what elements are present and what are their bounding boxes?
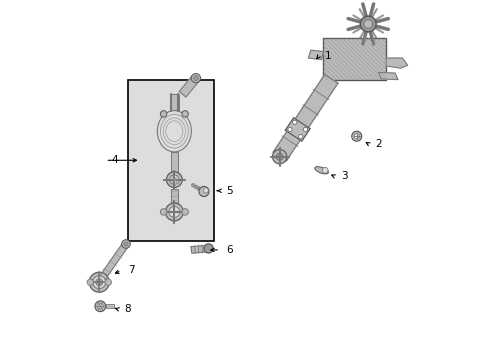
Circle shape (351, 131, 361, 141)
Circle shape (303, 127, 307, 132)
Text: 4: 4 (112, 155, 118, 165)
Circle shape (360, 16, 375, 32)
Circle shape (105, 279, 111, 285)
Circle shape (87, 279, 93, 285)
Circle shape (193, 76, 198, 81)
Circle shape (287, 127, 291, 132)
Circle shape (89, 272, 109, 292)
Polygon shape (285, 118, 309, 141)
Circle shape (276, 153, 283, 160)
Bar (323, 39, 386, 80)
Text: 1: 1 (325, 51, 331, 61)
Ellipse shape (160, 114, 188, 148)
Circle shape (165, 203, 183, 221)
Polygon shape (97, 242, 128, 284)
Circle shape (292, 120, 296, 125)
Circle shape (322, 167, 327, 173)
Circle shape (191, 73, 200, 83)
Circle shape (123, 242, 128, 246)
Text: 5: 5 (226, 186, 233, 196)
Polygon shape (272, 75, 337, 161)
Circle shape (194, 185, 197, 189)
Circle shape (182, 111, 188, 117)
Text: 8: 8 (124, 304, 131, 314)
Circle shape (203, 188, 208, 193)
Circle shape (169, 207, 180, 217)
Text: 7: 7 (128, 265, 134, 275)
Polygon shape (378, 72, 397, 80)
Circle shape (97, 303, 103, 309)
Circle shape (272, 149, 286, 164)
Circle shape (166, 172, 182, 188)
Polygon shape (386, 58, 407, 68)
Circle shape (169, 175, 179, 184)
Circle shape (95, 301, 105, 312)
Circle shape (196, 186, 200, 190)
Circle shape (122, 240, 130, 248)
Circle shape (96, 279, 102, 286)
Circle shape (298, 134, 302, 139)
Text: 3: 3 (341, 171, 347, 181)
Bar (170, 152, 178, 173)
Circle shape (203, 244, 213, 253)
Circle shape (363, 20, 372, 28)
Circle shape (160, 209, 166, 215)
Ellipse shape (157, 111, 191, 152)
Bar (170, 189, 178, 206)
Circle shape (191, 183, 195, 187)
Circle shape (199, 188, 203, 192)
Bar (128, 80, 214, 241)
Text: 6: 6 (226, 245, 233, 255)
Bar (105, 305, 113, 308)
Ellipse shape (314, 167, 328, 174)
Polygon shape (308, 50, 323, 59)
Bar (170, 94, 178, 112)
Circle shape (202, 190, 205, 193)
Circle shape (353, 134, 359, 139)
Polygon shape (191, 245, 208, 253)
Circle shape (182, 209, 188, 215)
Polygon shape (179, 76, 199, 97)
Circle shape (93, 276, 105, 289)
Circle shape (160, 111, 166, 117)
Circle shape (199, 186, 208, 197)
Text: 2: 2 (375, 139, 381, 149)
